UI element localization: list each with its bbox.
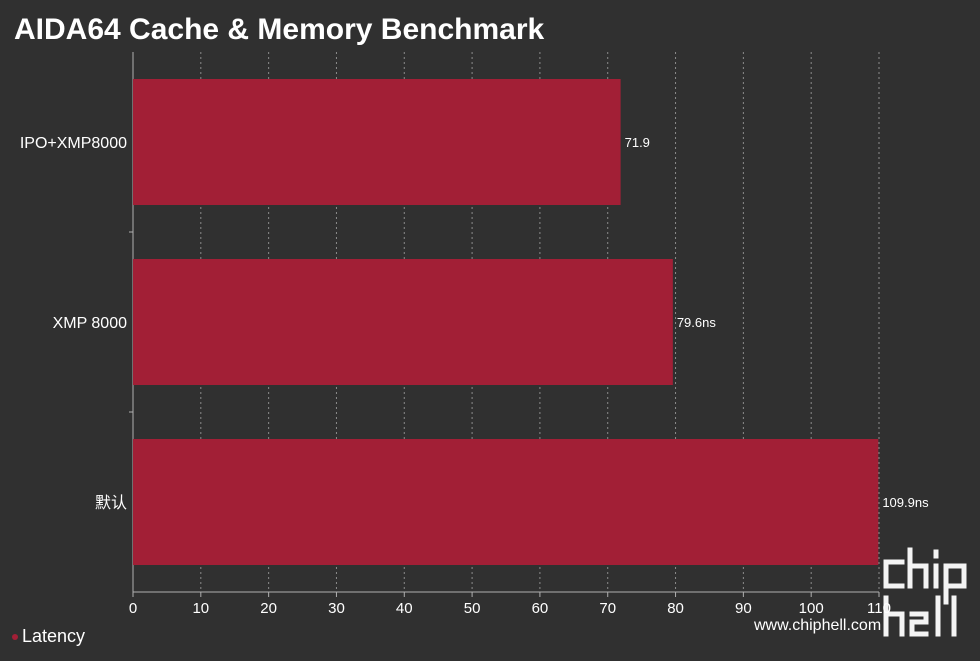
x-tick-label: 10 <box>192 600 209 617</box>
x-tick-label: 0 <box>129 600 137 617</box>
bar <box>133 439 879 565</box>
legend-label: Latency <box>22 626 86 646</box>
watermark-url: www.chiphell.com <box>754 617 882 634</box>
legend-swatch <box>12 633 18 640</box>
data-label: 79.6ns <box>677 315 717 330</box>
x-tick-label: 90 <box>735 600 752 617</box>
x-tick-label: 100 <box>799 600 824 617</box>
x-tick-label: 30 <box>328 600 345 617</box>
chiphell-logo <box>883 547 967 637</box>
x-tick-label: 60 <box>532 600 549 617</box>
data-label: 109.9ns <box>882 495 929 510</box>
x-tick-label: 20 <box>260 600 277 617</box>
category-label: 默认 <box>95 494 127 512</box>
category-label: IPO+XMP8000 <box>20 135 127 152</box>
bar <box>133 259 673 385</box>
x-tick-label: 50 <box>464 600 481 617</box>
data-label: 71.9 <box>625 135 650 150</box>
x-tick-label: 80 <box>667 600 684 617</box>
x-tick-label: 70 <box>599 600 616 617</box>
chart-title: AIDA64 Cache & Memory Benchmark <box>14 13 545 46</box>
legend: Latency <box>12 626 85 647</box>
category-label: XMP 8000 <box>53 315 128 332</box>
bar <box>133 79 621 205</box>
x-tick-label: 40 <box>396 600 413 617</box>
